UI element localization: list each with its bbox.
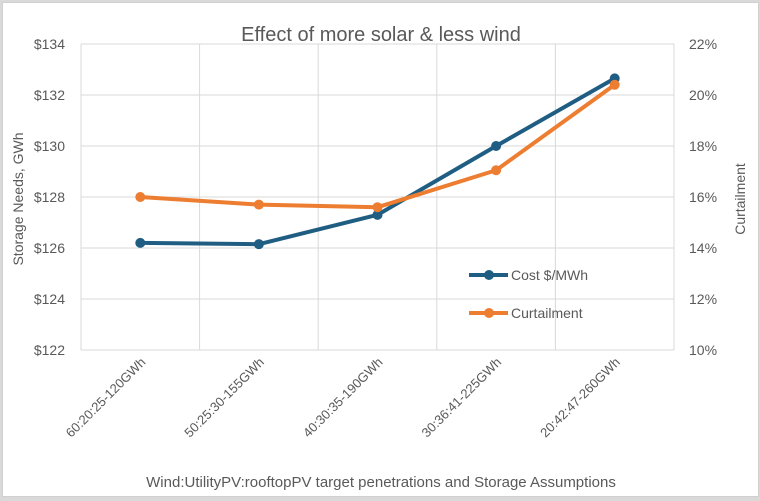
legend-label: Cost $/MWh [511,267,588,283]
legend-marker [484,308,494,318]
data-point-curtailment [372,202,383,213]
legend-label: Curtailment [511,305,583,321]
data-point-curtailment [135,192,146,202]
x-tick-label: 30:36:41-225GWh [418,355,504,441]
y-tick-label: $126 [34,240,65,256]
y-axis-left-ticks: $122 $124 $126 $128 $130 $132 $134 [34,36,65,358]
y2-tick-label: 16% [689,189,717,205]
line-chart: Effect of more solar & less wind $122$12… [10,24,748,491]
data-point-cost [372,209,383,220]
chart-title: Effect of more solar & less wind [241,24,521,46]
y2-tick-label: 10% [689,342,717,358]
y-axis-right-ticks: 10% 12% 14% 16% 18% 20% 22% [689,36,717,358]
series-group [135,73,620,250]
y2-tick-label: 18% [689,138,717,154]
gridlines [80,43,675,351]
x-axis-ticks: 60:20:25-120GWh 50:25:30-155GWh 40:30:35-1… [63,355,623,441]
x-tick-label: 40:30:35-190GWh [300,355,386,441]
x-tick-label: 60:20:25-120GWh [63,355,149,441]
data-point-curtailment [609,79,620,90]
y-tick-label: $134 [34,36,65,52]
y2-tick-label: 20% [689,87,717,103]
legend: Cost $/MWh Curtailment [469,267,588,321]
y-tick-label: $124 [34,291,65,307]
y2-tick-label: 12% [689,291,717,307]
x-tick-label: 50:25:30-155GWh [181,355,267,441]
y-axis-left-label: Storage Needs, GWh [10,132,26,265]
y-tick-label: $122 [34,342,65,358]
y-tick-label: $128 [34,189,65,205]
data-point-curtailment [491,165,502,176]
y-axis-right-label: Curtailment [732,163,748,235]
data-point-cost [253,239,264,250]
data-point-curtailment [253,199,264,210]
y-tick-label: $132 [34,87,65,103]
data-point-cost [135,237,146,248]
y-tick-label: $130 [34,138,65,154]
data-point-cost [491,141,502,151]
x-axis-label: Wind:UtilityPV:rooftopPV target penetrat… [146,474,616,491]
x-tick-label: 20:42:47-260GWh [537,355,623,441]
y2-tick-label: 14% [689,240,717,256]
legend-marker [484,270,494,280]
y2-tick-label: 22% [689,36,717,52]
